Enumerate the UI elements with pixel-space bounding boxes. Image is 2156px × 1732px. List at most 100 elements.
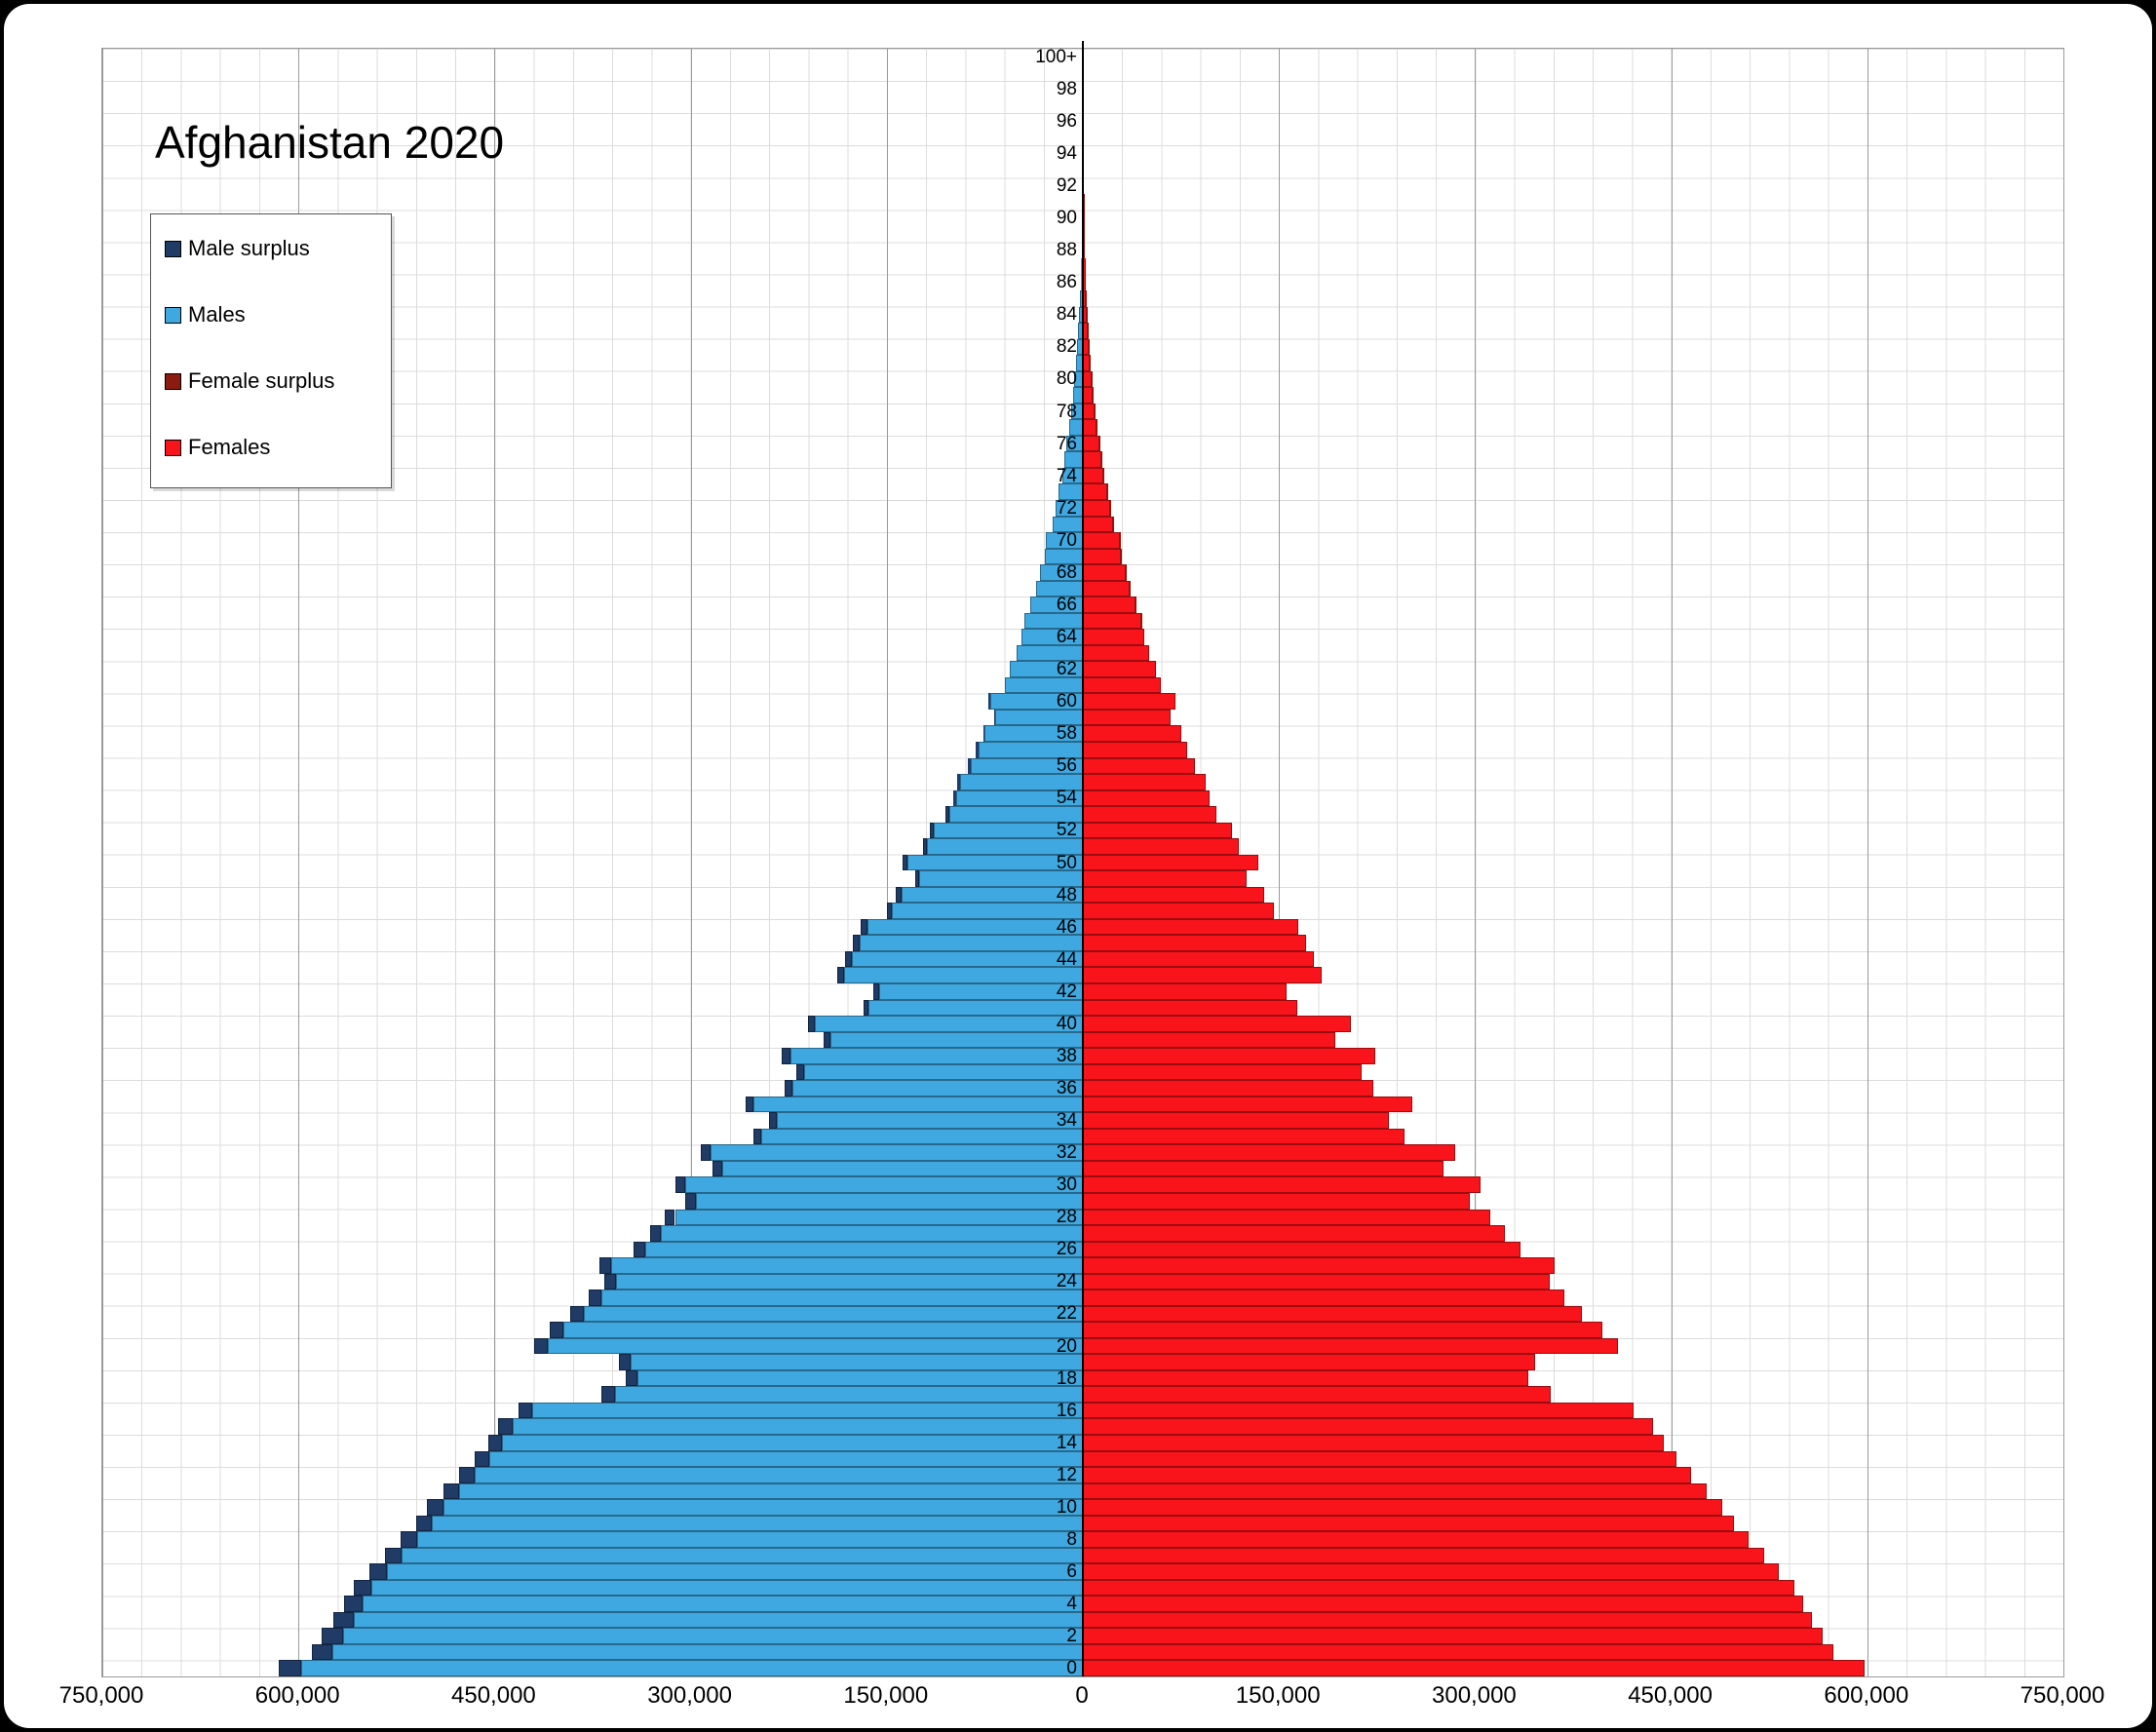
male-surplus-bar [953, 789, 956, 807]
female-bar [1083, 1515, 1734, 1532]
male-surplus-bar [930, 822, 935, 839]
female-bar [1083, 676, 1162, 694]
female-bar [1083, 1563, 1779, 1580]
legend-label: Females [188, 435, 271, 459]
male-bar [955, 789, 1083, 807]
female-surplus-bar [1090, 355, 1091, 371]
male-surplus-swatch-icon [165, 240, 181, 257]
major-gridline [1279, 49, 1281, 1676]
female-surplus-bar [1088, 338, 1090, 356]
female-bar [1083, 999, 1297, 1017]
pyramid-plot-area: 0 2 4 6 8 10 12 14 16 18 20 22 24 26 28 30 32 34 36 38 40 42 4… [101, 41, 2064, 1677]
female-surplus-bar [1110, 499, 1112, 517]
female-bar [1083, 935, 1307, 951]
male-bar [815, 1016, 1083, 1032]
legend: Male surplus Males Female surplus Female… [150, 213, 392, 488]
male-surplus-bar [279, 1660, 301, 1676]
female-bar [1083, 1160, 1444, 1177]
male-surplus-bar [902, 854, 908, 871]
major-gridline [298, 49, 300, 1676]
male-surplus-bar [618, 1354, 631, 1370]
female-bar [1083, 435, 1099, 452]
male-surplus-bar [498, 1418, 514, 1435]
male-bar [1009, 661, 1083, 677]
male-surplus-bar [475, 1450, 490, 1468]
x-tick-label: 0 [1075, 1682, 1089, 1709]
age-tick-label: 56 [1056, 755, 1077, 777]
chart-canvas: Afghanistan 2020 Male surplus Males Fema… [4, 4, 2152, 1728]
male-bar [789, 1048, 1083, 1064]
male-bar [583, 1305, 1083, 1323]
male-bar [859, 935, 1083, 951]
male-surplus-bar [664, 1209, 675, 1226]
age-tick-label: 58 [1056, 723, 1077, 745]
x-tick-label: 150,000 [843, 1682, 929, 1709]
male-bar [901, 886, 1083, 904]
age-tick-label: 98 [1056, 78, 1077, 99]
female-bar [1083, 742, 1188, 758]
male-surplus-bar [752, 1128, 762, 1145]
male-bar [804, 1063, 1083, 1081]
male-surplus-bar [598, 1257, 611, 1274]
male-bar [1061, 467, 1083, 484]
male-surplus-bar [701, 1144, 711, 1161]
male-surplus-bar [988, 693, 990, 710]
male-bar [927, 838, 1083, 855]
male-bar [970, 757, 1083, 775]
male-surplus-bar [844, 950, 852, 968]
female-surplus-swatch-icon [165, 372, 181, 390]
male-surplus-bar [824, 1031, 831, 1049]
male-surplus-bar [896, 886, 902, 904]
male-bar [660, 1225, 1083, 1242]
female-bar [1083, 1434, 1664, 1451]
male-surplus-bar [886, 903, 893, 919]
male-bar [513, 1418, 1083, 1435]
x-tick-label: 750,000 [58, 1682, 144, 1709]
male-surplus-bar [368, 1563, 388, 1580]
major-gridline [886, 49, 888, 1676]
male-bar [371, 1579, 1083, 1597]
male-surplus-bar [808, 1016, 816, 1032]
female-bar [1083, 903, 1274, 919]
male-bar [761, 1128, 1083, 1145]
male-surplus-bar [852, 935, 860, 951]
male-surplus-bar [353, 1579, 372, 1597]
female-bar [1083, 774, 1207, 790]
female-bar [1083, 483, 1107, 500]
male-surplus-bar [487, 1434, 503, 1451]
female-bar [1083, 1048, 1376, 1064]
female-bar [1083, 499, 1111, 517]
male-bar [563, 1322, 1083, 1338]
male-bar [674, 1209, 1083, 1226]
female-bar [1083, 548, 1121, 565]
male-bar [342, 1628, 1083, 1644]
female-bar [1083, 1225, 1506, 1242]
female-bar [1083, 1080, 1373, 1097]
female-bar [1083, 516, 1113, 533]
female-bar [1083, 822, 1232, 839]
female-bar [1083, 1386, 1552, 1403]
female-bar [1083, 1418, 1653, 1435]
male-bar [630, 1354, 1083, 1370]
male-bar [610, 1257, 1083, 1274]
male-bar [1035, 580, 1083, 597]
female-surplus-bar [1093, 387, 1095, 404]
female-surplus-bar [1091, 370, 1093, 388]
male-surplus-bar [923, 838, 928, 855]
male-bar [878, 983, 1083, 1000]
male-bar [644, 1241, 1083, 1258]
male-surplus-bar [712, 1160, 722, 1177]
male-surplus-bar [836, 967, 844, 984]
female-bar [1083, 693, 1176, 710]
male-surplus-bar [863, 999, 868, 1017]
male-bar [1023, 612, 1083, 630]
male-bar [892, 903, 1083, 919]
male-bar [489, 1450, 1083, 1468]
female-bar [1083, 1579, 1794, 1597]
female-bar [1083, 967, 1323, 984]
female-bar [1083, 1467, 1691, 1483]
female-bar [1083, 387, 1094, 404]
female-surplus-bar [1106, 483, 1108, 500]
male-bar [1039, 564, 1083, 581]
female-bar [1083, 355, 1091, 371]
